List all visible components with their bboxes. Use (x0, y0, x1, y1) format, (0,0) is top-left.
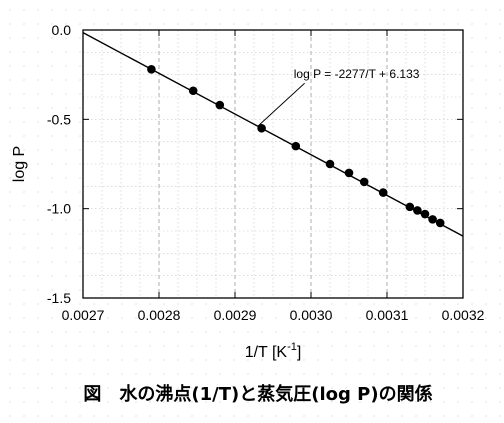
data-point (405, 202, 415, 212)
fit-line (82, 32, 464, 237)
data-point (188, 86, 198, 96)
x-tick-label: 0.0028 (138, 307, 181, 323)
data-point (428, 215, 437, 224)
data-point (378, 188, 388, 197)
data-point (291, 141, 301, 151)
data-point (435, 218, 445, 228)
data-point (215, 100, 225, 110)
y-tick-label: 0.0 (52, 22, 72, 38)
data-point (413, 206, 422, 215)
figure-caption: 図 水の沸点(1/T)と蒸気圧(log P)の関係 (83, 383, 432, 405)
grid (83, 30, 463, 298)
x-tick-label: 0.0029 (214, 307, 257, 323)
y-tick-label: -0.5 (47, 111, 71, 127)
x-tick-label: 0.0027 (62, 307, 105, 323)
plot-frame (82, 29, 464, 299)
data-point (344, 168, 354, 178)
x-tick-label: 0.0031 (366, 307, 409, 323)
y-tick-label: -1.0 (47, 201, 71, 217)
x-axis-title: 1/T [K-1] (245, 341, 302, 361)
data-points (147, 65, 445, 228)
x-tick-labels: 0.0027 0.0028 0.0029 0.0030 0.0031 0.0032 (62, 307, 485, 323)
x-tick-label: 0.0032 (442, 307, 485, 323)
data-point (257, 123, 266, 133)
fit-line-group (82, 32, 464, 237)
data-point (325, 159, 335, 169)
y-tick-labels: 0.0 -0.5 -1.0 -1.5 (47, 22, 71, 306)
fit-equation-label: log P = -2277/T + 6.133 (294, 67, 420, 81)
data-point (359, 177, 369, 187)
data-point (420, 209, 430, 219)
annotation-leader-line (257, 82, 305, 127)
data-point (147, 65, 156, 74)
x-tick-label: 0.0030 (290, 307, 333, 323)
y-tick-label: -1.5 (47, 290, 71, 306)
fit-equation-annotation: log P = -2277/T + 6.133 (257, 67, 420, 127)
y-axis-title: log P (11, 146, 28, 182)
axis-ticks (82, 29, 464, 299)
